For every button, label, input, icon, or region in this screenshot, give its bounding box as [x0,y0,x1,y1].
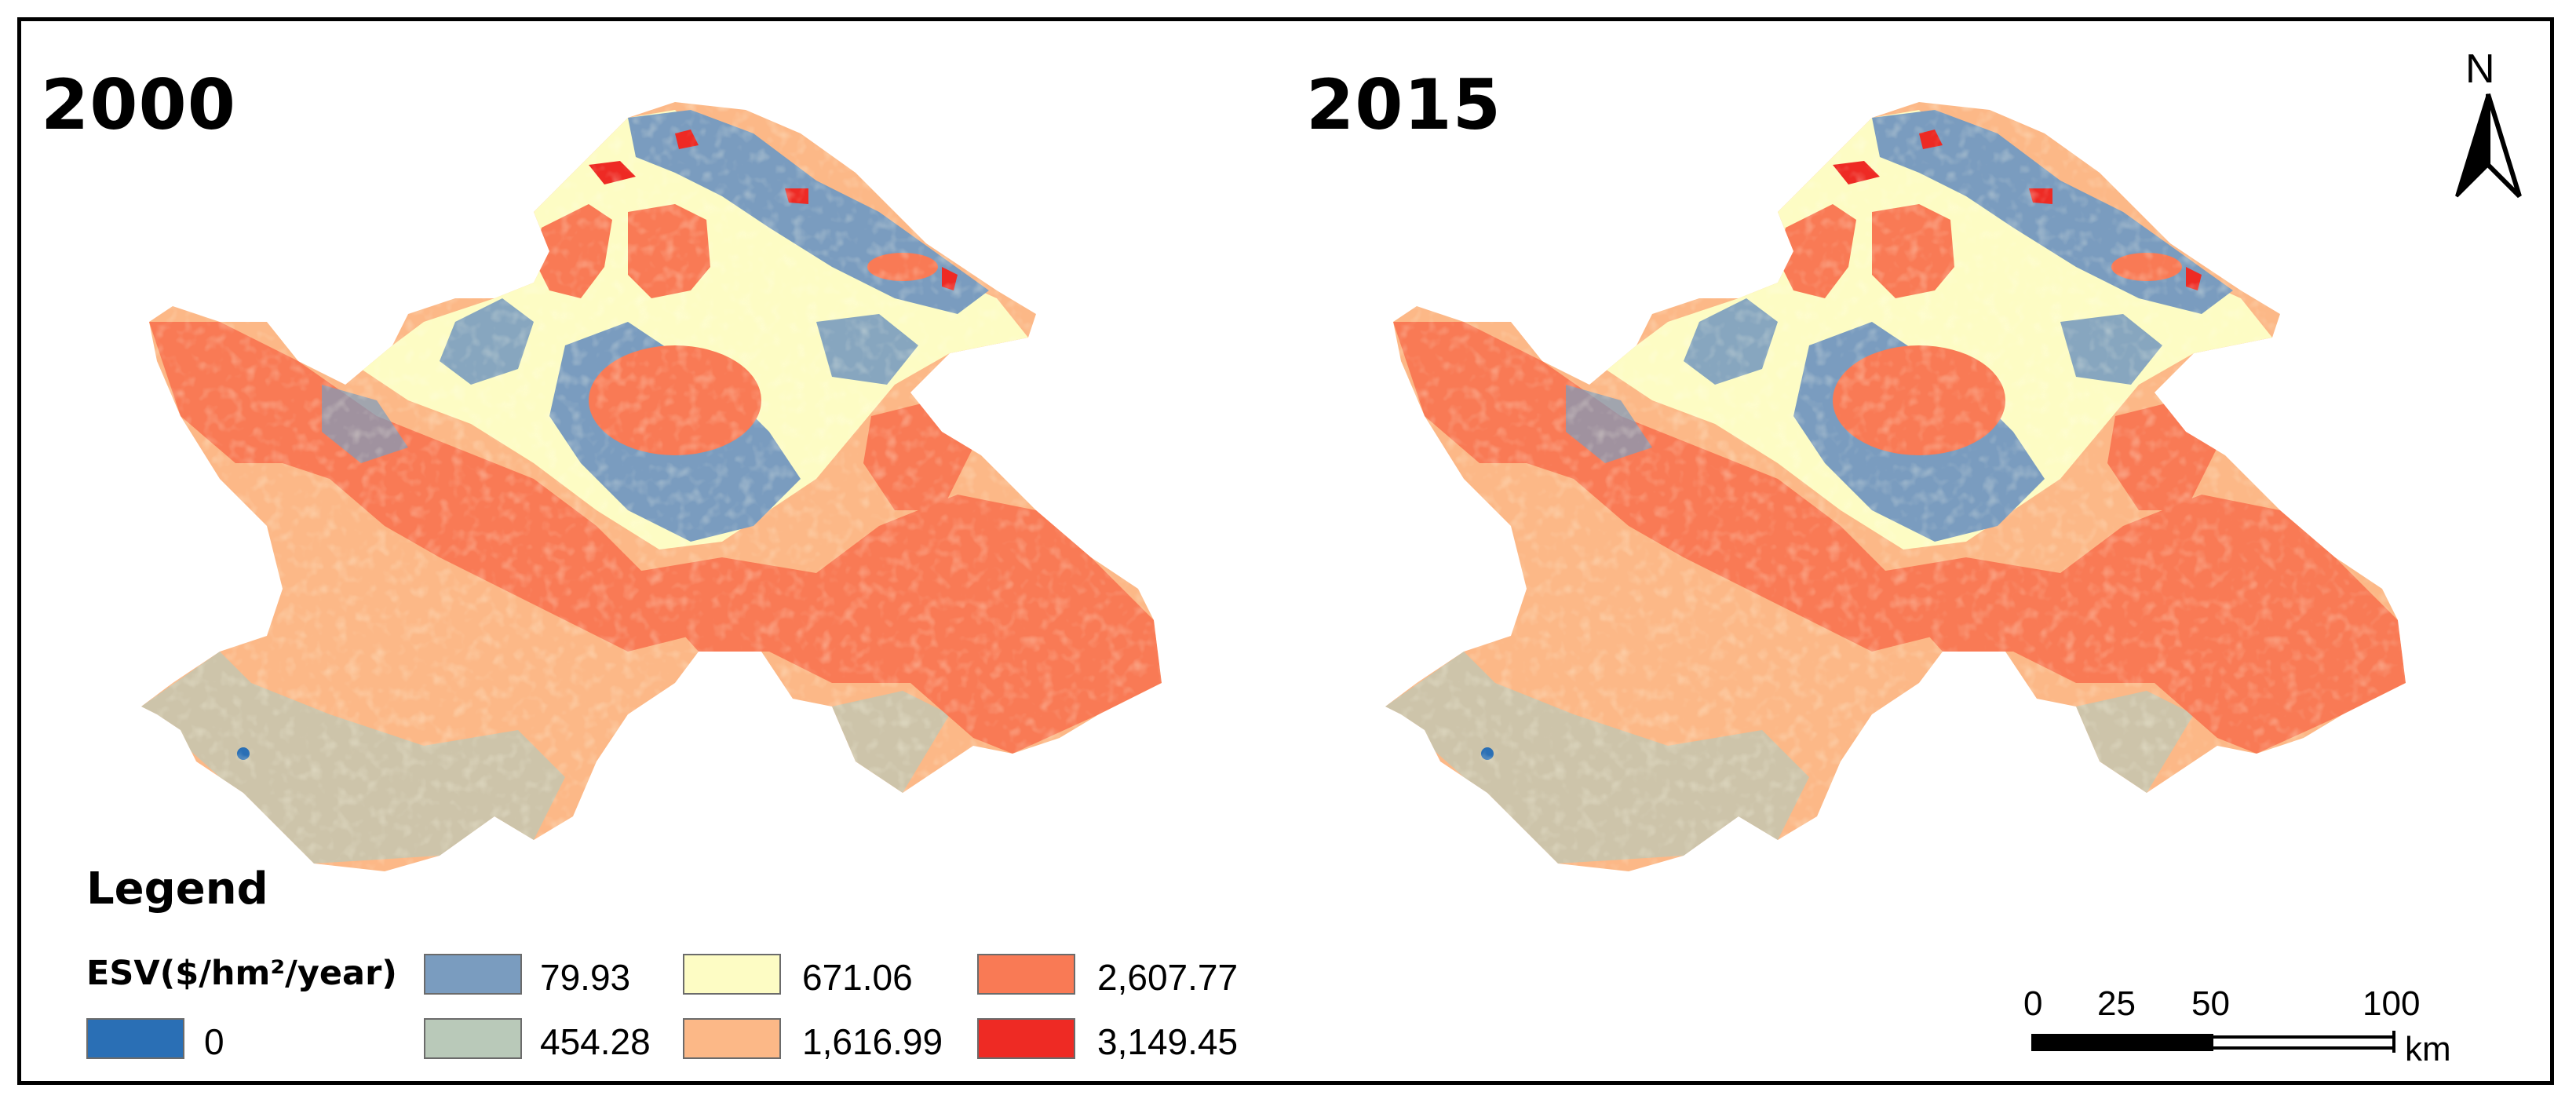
scale-tick-0: 0 [2023,984,2043,1023]
legend-label-1: 79.93 [540,957,631,998]
legend-swatch-3 [683,954,781,995]
legend-swatch-6 [977,1018,1075,1059]
legend-swatch-4 [683,1018,781,1059]
north-arrow-icon [2455,93,2522,199]
legend-swatch-0 [86,1018,184,1059]
esv-map-2015 [1370,86,2468,871]
legend-label-3: 671.06 [802,957,913,998]
legend-label-5: 2,607.77 [1097,957,1239,998]
esv-map-2000 [126,86,1224,871]
map-year-2015: 2015 [1306,64,1501,145]
scale-tick-100: 100 [2363,984,2421,1023]
scale-tick-50: 50 [2191,984,2230,1023]
legend-label-0: 0 [204,1021,224,1062]
legend-label-6: 3,149.45 [1097,1021,1239,1062]
legend-swatch-1 [424,954,522,995]
legend-title: Legend [86,864,268,915]
scale-bar [2031,1031,2395,1053]
legend-label-4: 1,616.99 [802,1021,943,1062]
scale-tick-25: 25 [2097,984,2136,1023]
north-letter: N [2465,46,2495,92]
legend-unit-label: ESV($/hm²/year) [86,954,397,993]
scale-unit: km [2405,1030,2451,1068]
legend-swatch-2 [424,1018,522,1059]
legend-label-2: 454.28 [540,1021,651,1062]
map-year-2000: 2000 [41,64,236,145]
legend-swatch-5 [977,954,1075,995]
